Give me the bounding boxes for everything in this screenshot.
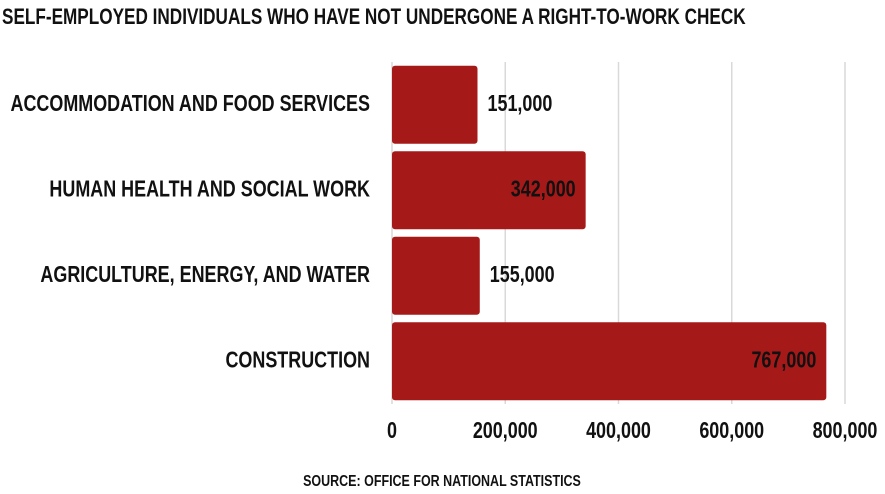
value-label: 155,000	[490, 261, 555, 287]
bar	[392, 151, 586, 230]
x-tick-label: 200,000	[473, 417, 538, 443]
bar	[392, 236, 480, 315]
source-note: SOURCE: OFFICE FOR NATIONAL STATISTICS	[303, 473, 581, 490]
bar	[392, 65, 478, 144]
y-tick-label: AGRICULTURE, ENERGY, AND WATER	[40, 261, 370, 287]
x-tick-label: 800,000	[813, 417, 878, 443]
x-tick-label: 600,000	[699, 417, 764, 443]
bar	[392, 322, 827, 401]
chart-title: SELF-EMPLOYED INDIVIDUALS WHO HAVE NOT U…	[2, 4, 746, 29]
value-label: 767,000	[751, 346, 816, 372]
x-tick-label: 400,000	[586, 417, 651, 443]
y-tick-label: HUMAN HEALTH AND SOCIAL WORK	[49, 175, 370, 201]
value-label: 342,000	[511, 175, 576, 201]
y-tick-label: ACCOMMODATION AND FOOD SERVICES	[11, 90, 370, 116]
x-tick-label: 0	[387, 417, 397, 443]
value-label: 151,000	[488, 90, 553, 116]
y-tick-label: CONSTRUCTION	[225, 346, 370, 372]
